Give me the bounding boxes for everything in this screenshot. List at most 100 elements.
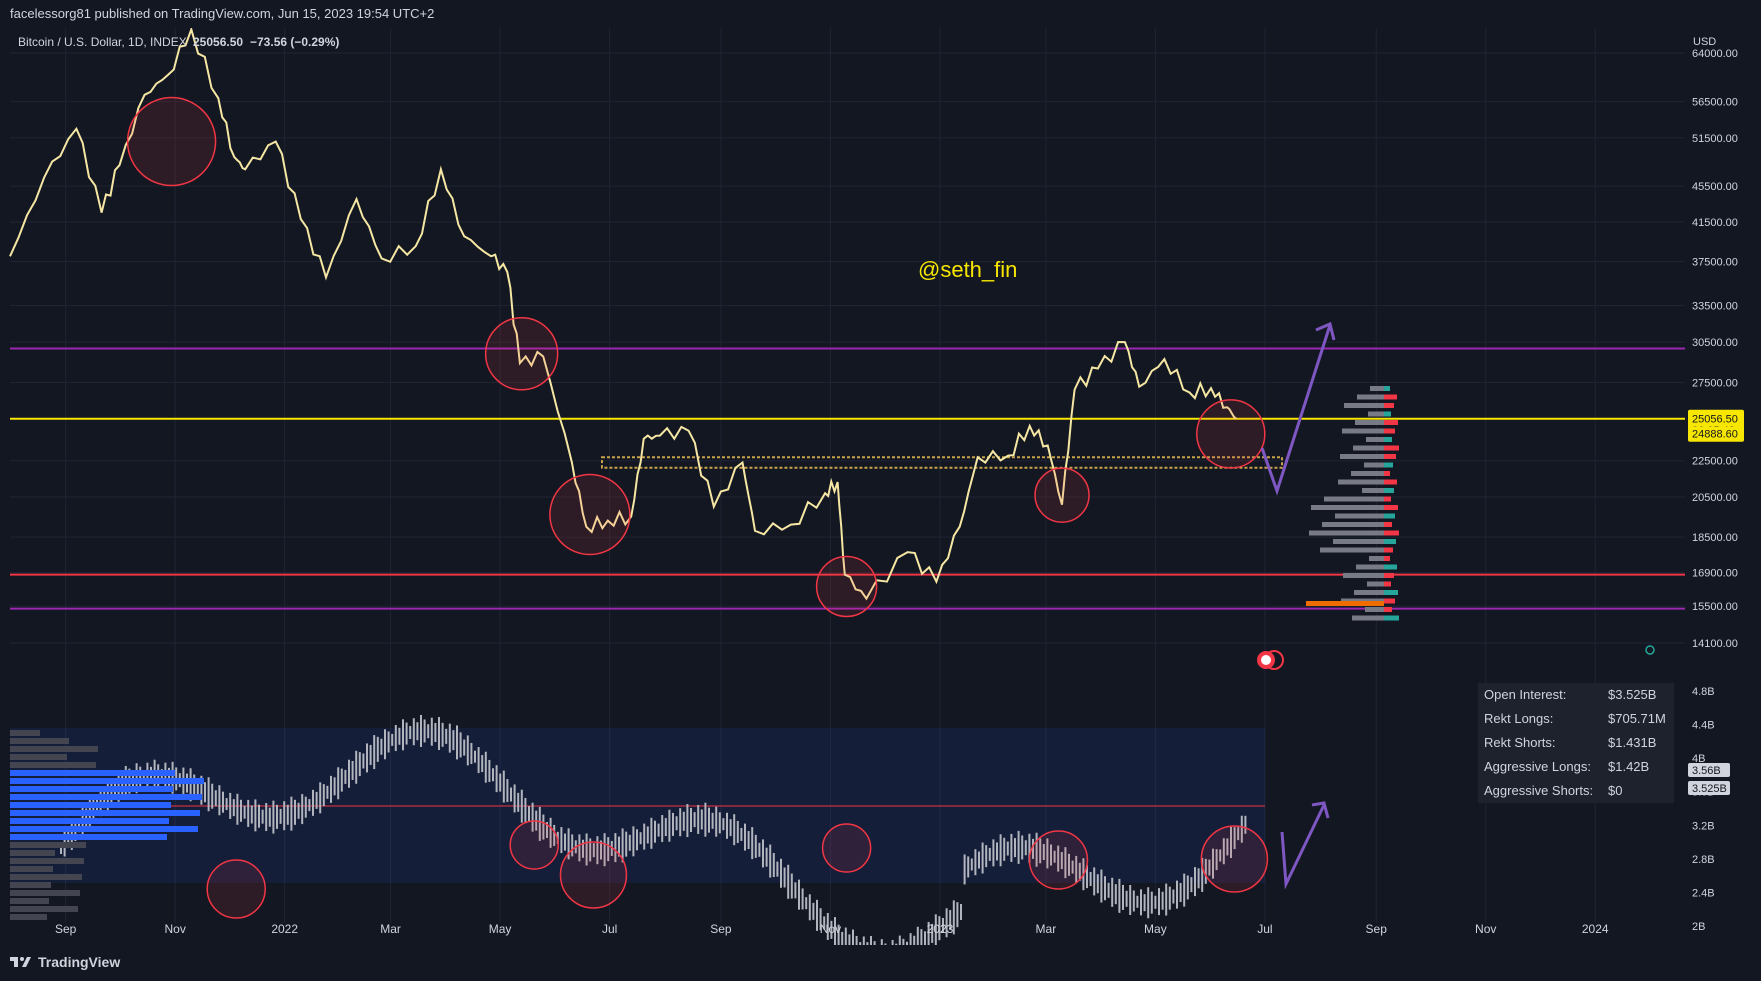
us-flag-icon[interactable] [1257, 650, 1284, 670]
oi-candle [1014, 838, 1016, 858]
oi-volume-bar [10, 850, 55, 856]
time-axis[interactable]: Sep Nov 2022 Mar May Jul Sep Nov 2023 Mar May Jul Se… [55, 922, 1609, 936]
oi-candle [351, 760, 354, 780]
oi-candle [693, 812, 696, 828]
price-volume-bar [1369, 556, 1384, 561]
oi-candle [1039, 838, 1042, 864]
oi-candle [938, 916, 941, 941]
oi-candle [344, 769, 347, 784]
oi-candle [139, 766, 142, 788]
oi-candle [733, 814, 736, 846]
oi-candle [1194, 867, 1196, 897]
oi-candle [1140, 889, 1142, 916]
oi-candle [1183, 873, 1186, 907]
oi-candle [553, 824, 556, 846]
oi-candle [196, 780, 199, 796]
oi-volume-bar [10, 802, 171, 808]
price-volume-bar [1343, 573, 1384, 578]
oi-candle [308, 799, 311, 812]
oi-candle [412, 718, 415, 746]
chart-frame[interactable]: 64000.00 56500.00 51500.00 45500.00 41500.00… [0, 26, 1761, 971]
oi-candle [211, 783, 214, 809]
price-volume-bar-delta [1384, 581, 1391, 587]
oi-candle [279, 808, 282, 824]
tradingview-logo[interactable]: TradingView [10, 945, 120, 979]
oi-candle [200, 775, 203, 805]
oi-candle [513, 784, 516, 813]
forecast-arrows [1260, 321, 1336, 890]
oi-candle [517, 792, 520, 812]
time-tick-label: 2022 [271, 922, 298, 936]
oi-volume-bar [10, 866, 53, 872]
price-axis[interactable]: 64000.00 56500.00 51500.00 45500.00 41500.00… [1688, 48, 1744, 650]
oi-candle [812, 902, 815, 920]
price-tick-label: 64000.00 [1692, 48, 1738, 60]
price-volume-bar [1311, 505, 1384, 510]
oi-candle [1222, 838, 1225, 865]
oi-candle [823, 916, 826, 930]
oi-candle [1107, 882, 1110, 898]
price-tick-label: 15500.00 [1692, 601, 1738, 613]
price-volume-bar-delta [1384, 428, 1395, 434]
oi-candle [1024, 840, 1027, 856]
tradingview-logo-icon [10, 957, 31, 967]
oi-candle [909, 933, 912, 961]
oi-candle [427, 724, 430, 739]
oi-candle [1111, 877, 1114, 907]
price-volume-bar-delta [1384, 513, 1395, 519]
oi-candle [729, 819, 732, 837]
oi-candle [1035, 832, 1038, 867]
oi-candle [610, 840, 613, 856]
oi-candle [852, 929, 854, 963]
publish-line: facelessorg81 published on TradingView.c… [10, 6, 435, 21]
oi-candle [754, 834, 757, 858]
settings-sun-icon[interactable] [1645, 645, 1655, 655]
oi-candle [1154, 895, 1157, 909]
oi-tick-label: 4B [1692, 753, 1705, 765]
oi-candle [1197, 868, 1200, 889]
oi-candle [204, 782, 206, 803]
oi-candle [420, 714, 422, 747]
oi-candle [927, 921, 930, 950]
oi-candle [502, 770, 505, 803]
oi-candle [1147, 887, 1150, 919]
oi-candle [276, 804, 278, 829]
oi-candle [1237, 827, 1240, 841]
oi-candle [1089, 872, 1092, 887]
oi-volume-bar [10, 778, 204, 784]
time-tick-label: Mar [1036, 922, 1057, 936]
oi-candle [1010, 833, 1013, 862]
oi-candle [78, 819, 80, 833]
oi-candle [765, 847, 768, 867]
price-volume-bar [1368, 411, 1384, 417]
oi-candle [520, 789, 523, 823]
oi-volume-bar [10, 858, 84, 864]
oi-candle [459, 732, 462, 758]
price-volume-bar-delta [1384, 539, 1396, 544]
price-volume-bar-delta [1384, 394, 1397, 400]
oi-candle [261, 809, 264, 824]
oi-candle [704, 802, 707, 837]
oi-candle [841, 931, 844, 946]
oi-candle [996, 842, 998, 861]
oi-candle [952, 900, 955, 935]
oi-candle [621, 828, 624, 863]
price-volume-bar [1367, 581, 1384, 587]
oi-label-b: 3.525B [1692, 783, 1727, 795]
oi-candle [240, 799, 242, 822]
price-volume-poc [1306, 601, 1384, 606]
price-volume-bar-delta [1384, 564, 1397, 570]
price-volume-bar-delta [1384, 462, 1393, 468]
chart-svg[interactable]: 64000.00 56500.00 51500.00 45500.00 41500.00… [0, 26, 1761, 971]
oi-candle [1168, 886, 1171, 910]
oi-candle [430, 717, 433, 746]
price-volume-bar-delta [1384, 590, 1398, 595]
oi-highlight-circle [206, 859, 266, 919]
info-row-rekt-shorts: Rekt Shorts: $1.431B [1484, 735, 1657, 750]
oi-candle [837, 924, 840, 948]
oi-candle [1003, 837, 1006, 861]
oi-candle [844, 927, 847, 956]
info-row-aggressive-shorts: Aggressive Shorts: $0 [1484, 783, 1623, 798]
price-tick-label: 51500.00 [1692, 133, 1738, 145]
